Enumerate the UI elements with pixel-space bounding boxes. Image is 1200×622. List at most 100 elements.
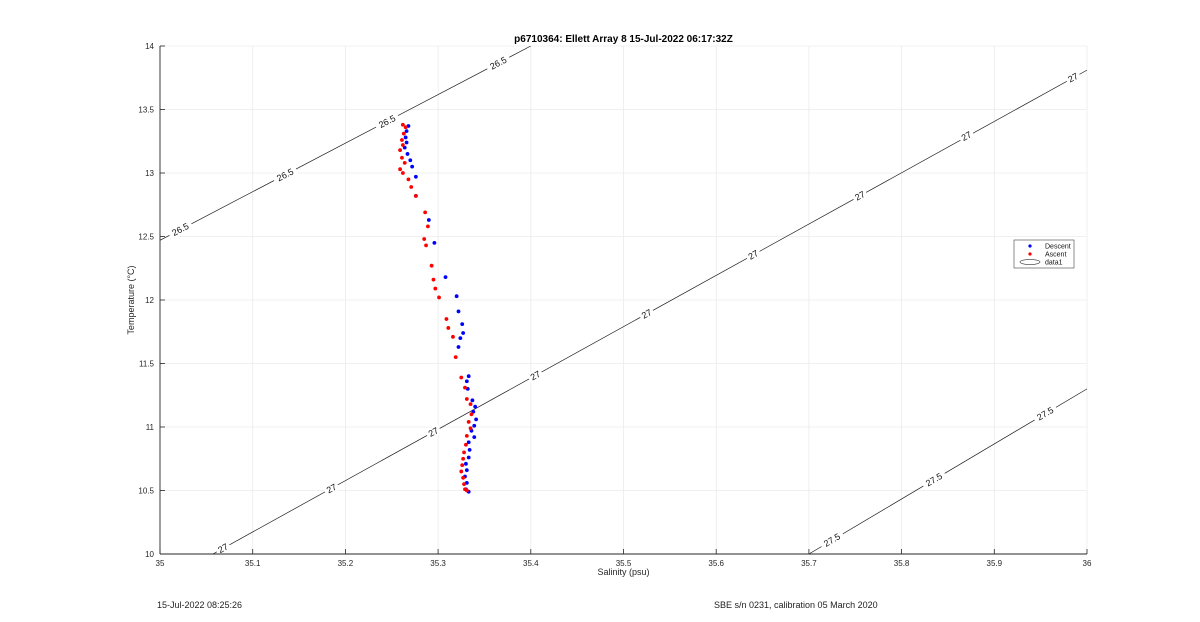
contour-label-bg <box>214 540 232 554</box>
point-descent <box>456 309 461 314</box>
point-descent <box>472 423 477 428</box>
point-ascent <box>468 426 473 431</box>
contour-label-bg <box>851 187 869 204</box>
point-descent <box>461 331 466 335</box>
point-descent <box>464 468 469 473</box>
x-tick-label: 35.3 <box>430 559 446 568</box>
y-tick-label: 10 <box>145 550 154 559</box>
legend[interactable]: Descent Ascent data1 <box>1013 239 1075 269</box>
y-tick-label: 10.5 <box>138 487 154 496</box>
x-tick-label: 35.2 <box>338 559 354 568</box>
point-descent <box>413 174 418 179</box>
x-tick-label: 35.1 <box>245 559 261 568</box>
legend-marker-ascent <box>1028 252 1032 256</box>
point-descent <box>460 322 465 327</box>
x-tick-label: 36 <box>1083 559 1092 568</box>
point-ascent <box>400 138 404 142</box>
point-ascent <box>461 456 466 461</box>
contour-label-bg <box>322 480 341 497</box>
point-ascent <box>403 125 408 130</box>
point-ascent <box>466 420 471 424</box>
point-ascent <box>400 122 405 127</box>
x-tick-label: 35.7 <box>801 559 817 568</box>
point-ascent <box>460 463 465 467</box>
contour-label-bg <box>920 469 948 491</box>
point-descent <box>403 135 408 140</box>
point-ascent <box>464 397 469 401</box>
legend-label-ascent: Ascent <box>1045 252 1066 259</box>
y-tick-label: 11.5 <box>139 360 155 369</box>
contour-line-26.5 <box>160 46 531 241</box>
point-descent <box>470 398 475 403</box>
point-ascent <box>453 355 458 360</box>
contour-label-bg <box>271 164 299 186</box>
x-tick-label: 35.9 <box>987 559 1003 568</box>
point-ascent <box>446 326 451 330</box>
point-ascent <box>468 402 473 407</box>
point-ascent <box>401 131 406 136</box>
point-descent <box>404 140 409 145</box>
point-ascent <box>437 295 441 300</box>
x-tick-label: 35.6 <box>708 559 724 568</box>
legend-label-data1: data1 <box>1045 260 1063 267</box>
point-descent <box>432 240 437 245</box>
axes: 35 35.1 35.2 35.3 35.4 35.5 35.6 35.7 35.8 35.9 36… <box>138 42 1092 568</box>
point-ascent <box>400 171 405 175</box>
point-descent <box>458 336 463 340</box>
point-descent <box>474 417 479 422</box>
x-tick-label: 35.4 <box>523 559 539 568</box>
contour-label: 27 <box>746 248 760 262</box>
contour-label-bg <box>167 219 194 240</box>
footer-timestamp: 15-Jul-2022 08:25:26 <box>157 600 243 610</box>
point-descent <box>466 440 471 445</box>
x-tick-label: 35.8 <box>894 559 910 568</box>
y-tick-label: 11 <box>146 423 155 432</box>
y-tick-label: 12.5 <box>138 233 154 242</box>
contour-label: 27 <box>216 541 230 555</box>
point-ascent <box>459 375 464 380</box>
legend-label-descent: Descent <box>1045 244 1071 251</box>
x-axis-label: Salinity (psu) <box>597 567 649 577</box>
point-ascent <box>464 442 468 447</box>
contour-label-bg <box>744 247 763 263</box>
point-ascent <box>398 148 402 153</box>
contour-label-bg <box>424 424 443 440</box>
point-descent <box>410 164 415 169</box>
contour-label-bg <box>373 111 401 132</box>
point-descent <box>405 152 410 156</box>
contour-label: 27 <box>640 307 654 321</box>
grid <box>159 45 1088 555</box>
point-descent <box>454 294 459 299</box>
point-descent <box>408 158 413 163</box>
legend-marker-data1 <box>1019 259 1041 265</box>
point-ascent <box>422 237 427 241</box>
legend-box <box>1013 239 1075 269</box>
point-descent <box>404 129 409 133</box>
y-tick-label: 13.5 <box>138 106 154 115</box>
point-ascent <box>402 160 407 165</box>
point-ascent <box>413 193 418 198</box>
x-tick-label: 35 <box>156 559 165 568</box>
point-ascent <box>444 317 449 321</box>
point-ascent <box>464 433 469 438</box>
footer-calibration: SBE s/n 0231, calibration 05 March 2020 <box>714 600 878 610</box>
point-ascent <box>429 263 434 268</box>
point-descent <box>467 447 472 452</box>
point-ascent <box>459 469 464 474</box>
contour-label: 27 <box>960 129 974 143</box>
point-ascent <box>398 167 402 172</box>
x-tick-label: 35.5 <box>616 559 632 568</box>
point-ascent <box>406 177 411 182</box>
contour-label: 27 <box>325 482 339 496</box>
point-descent <box>426 218 431 222</box>
point-descent <box>473 404 478 409</box>
y-axis-label: Temperature (°C) <box>126 265 136 334</box>
point-ascent <box>409 185 414 189</box>
y-tick-label: 12 <box>145 296 154 305</box>
contour-label-bg <box>526 367 545 384</box>
legend-marker-descent <box>1028 244 1032 248</box>
contour-label: 27 <box>427 425 441 439</box>
point-ascent <box>451 334 455 339</box>
point-descent <box>466 374 471 379</box>
